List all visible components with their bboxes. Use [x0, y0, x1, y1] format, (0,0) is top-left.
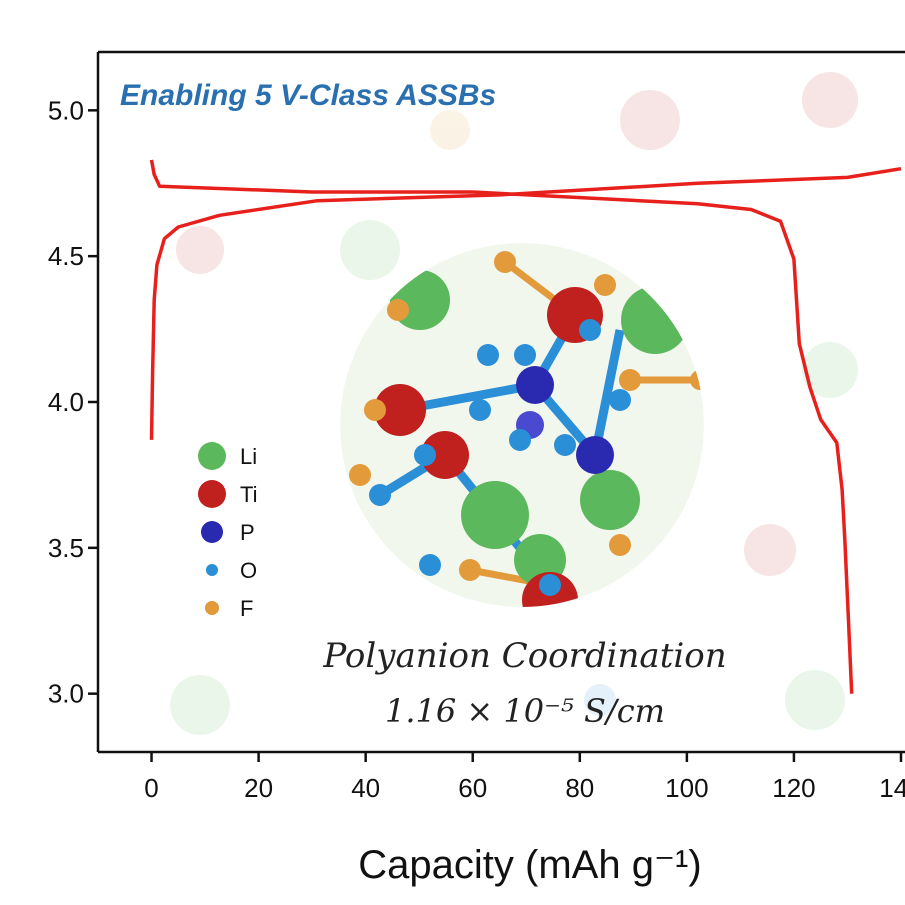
legend-swatch: [198, 442, 226, 470]
y-tick-label: 3.5: [48, 533, 84, 563]
curve: [149, 166, 902, 440]
y-tick-label: 4.5: [48, 241, 84, 271]
plot-area: [149, 159, 902, 694]
annotation: 1.16 × 10⁻⁵ S/cm: [385, 692, 665, 730]
legend-swatch: [205, 601, 219, 615]
x-tick-label: 120: [772, 773, 815, 803]
x-tick-label: 40: [351, 773, 380, 803]
x-tick-label: 140: [879, 773, 905, 803]
y-tick-label: 5.0: [48, 95, 84, 125]
legend-swatch: [206, 564, 218, 576]
legend-label: Ti: [240, 482, 258, 507]
legend-swatch: [198, 480, 226, 508]
legend-label: Li: [240, 444, 257, 469]
legend-swatch: [201, 521, 223, 543]
curve: [149, 159, 854, 694]
x-tick-label: 100: [665, 773, 708, 803]
legend-label: P: [240, 520, 255, 545]
background-structure: [170, 72, 858, 735]
legend-label: F: [240, 596, 253, 621]
y-tick-label: 4.0: [48, 387, 84, 417]
x-tick-label: 60: [458, 773, 487, 803]
chart-title: Enabling 5 V-Class ASSBs: [120, 79, 496, 112]
x-tick-label: 0: [144, 773, 158, 803]
y-tick-label: 3.0: [48, 679, 84, 709]
x-tick-label: 80: [565, 773, 594, 803]
structure-illustration: [340, 243, 704, 607]
x-axis-label: Capacity (mAh g⁻¹): [358, 843, 701, 887]
x-tick-label: 20: [244, 773, 273, 803]
legend-label: O: [240, 558, 257, 583]
annotation: Polyanion Coordination: [322, 636, 726, 676]
